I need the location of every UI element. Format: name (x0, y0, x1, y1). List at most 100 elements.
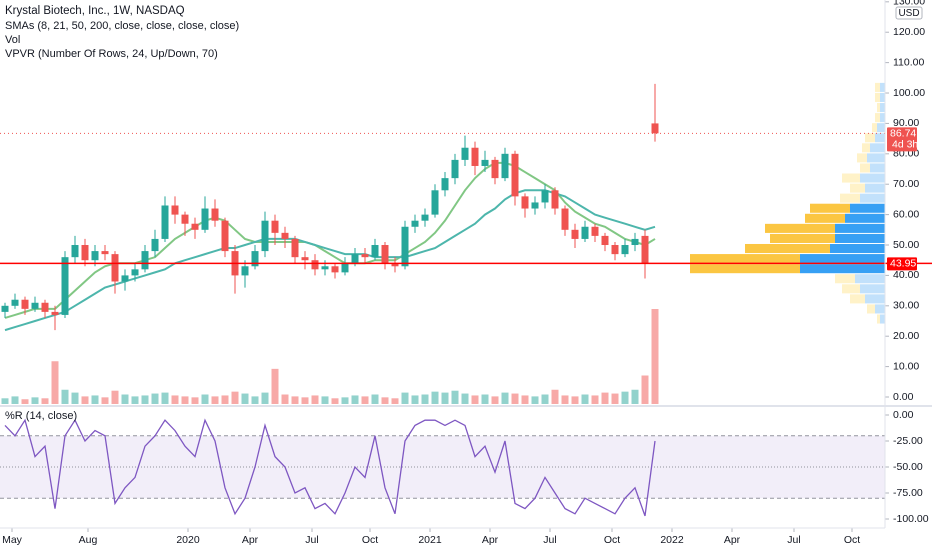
candle-body (111, 254, 119, 282)
y-tick-label: 120.00 (893, 26, 925, 38)
y-tick-label: 70.00 (893, 178, 919, 190)
volume-bar (591, 395, 599, 404)
volume-bar (641, 375, 649, 404)
vpvr-down (860, 163, 870, 173)
volume-bar (81, 396, 89, 404)
vpvr-down (770, 233, 835, 243)
volume-bar (351, 395, 359, 404)
y-tick-label: 30.00 (893, 300, 919, 312)
volume-bar (171, 395, 179, 404)
legend-vpvr: VPVR (Number Of Rows, 24, Up/Down, 70) (5, 48, 218, 60)
vpvr-down (850, 294, 865, 304)
vpvr-down (765, 223, 835, 233)
x-tick-label: Jul (787, 534, 800, 546)
vpvr-up (880, 92, 885, 103)
volume-bar (521, 395, 529, 404)
volume-bar (231, 391, 239, 404)
volume-bar (181, 396, 189, 404)
vpvr-down (810, 203, 850, 213)
vpvr-down (875, 82, 880, 92)
volume-bar (101, 397, 109, 404)
wr-line (4, 418, 656, 517)
volume-bar (131, 396, 139, 404)
candle-body (531, 202, 539, 209)
countdown-label: 4d 3h (892, 139, 918, 151)
volume-bar (331, 398, 339, 404)
x-tick-label: Apr (482, 534, 499, 546)
candle-body (341, 263, 349, 273)
volume-bar (151, 393, 159, 404)
vpvr-up (865, 294, 885, 304)
vpvr-down (745, 243, 830, 254)
volume-bar (571, 396, 579, 404)
volume-bar (471, 395, 479, 404)
volume-bar (121, 394, 129, 404)
candle-body (121, 275, 129, 282)
candle-body (441, 178, 449, 191)
back-layer (0, 1, 889, 532)
volume-bar (411, 395, 419, 404)
candle-body (181, 214, 189, 224)
vpvr-up (875, 133, 885, 143)
volume-bar (391, 398, 399, 404)
candle-body (51, 311, 59, 315)
volume-bar (581, 394, 589, 404)
wr-y-tick-label: -25.00 (893, 435, 923, 447)
candle-body (201, 208, 209, 230)
candle-body (491, 159, 499, 179)
volume-bar (441, 392, 449, 404)
vpvr-down (842, 173, 860, 183)
vpvr-up (835, 233, 885, 243)
volume-bar (281, 394, 289, 404)
candle-body (71, 245, 79, 258)
y-tick-label: 20.00 (893, 330, 919, 342)
volume-bar (51, 361, 59, 404)
volume-bar (291, 396, 299, 404)
candle-body (21, 299, 29, 309)
volume-bar (191, 397, 199, 404)
volume-bar (321, 396, 329, 404)
volume-bar (221, 395, 229, 404)
vpvr-down (835, 274, 855, 284)
candle-body (371, 245, 379, 258)
volume-bar (551, 389, 559, 404)
volume-bar (61, 389, 69, 404)
legend-wr: %R (14, close) (5, 410, 77, 422)
candle-body (581, 226, 589, 239)
vpvr-down (867, 304, 875, 314)
candle-body (451, 159, 459, 179)
vpvr-down (840, 193, 860, 203)
vpvr-up (845, 213, 885, 223)
candle-body (511, 153, 519, 197)
volume-bar (621, 391, 629, 404)
y-tick-label: 90.00 (893, 117, 919, 129)
candle-body (131, 269, 139, 276)
candle-body (361, 254, 369, 258)
candle-body (1, 305, 9, 312)
volume-bar (461, 393, 469, 404)
wr-y-tick-label: -50.00 (893, 461, 923, 473)
candle-body (351, 254, 359, 264)
volume-bar (531, 396, 539, 404)
vpvr-down (850, 183, 865, 193)
x-tick-label: 2022 (660, 534, 684, 546)
last-price-label: 86.74 (890, 128, 916, 140)
volume-bar (11, 396, 19, 404)
vpvr-up (860, 284, 885, 294)
volume-bar (361, 396, 369, 404)
candle-body (481, 159, 489, 166)
volume-bar (21, 399, 29, 404)
volume-bar (251, 396, 259, 404)
candle-body (501, 153, 509, 179)
volume-bar (91, 395, 99, 404)
wr-y-tick-label: 0.00 (893, 409, 914, 421)
candle-body (91, 251, 99, 261)
volume-bar (241, 393, 249, 404)
volume-bar (611, 393, 619, 404)
currency-box[interactable] (895, 6, 923, 20)
volume-bar (111, 390, 119, 404)
volume-bar (341, 397, 349, 404)
main-layer (0, 83, 932, 517)
